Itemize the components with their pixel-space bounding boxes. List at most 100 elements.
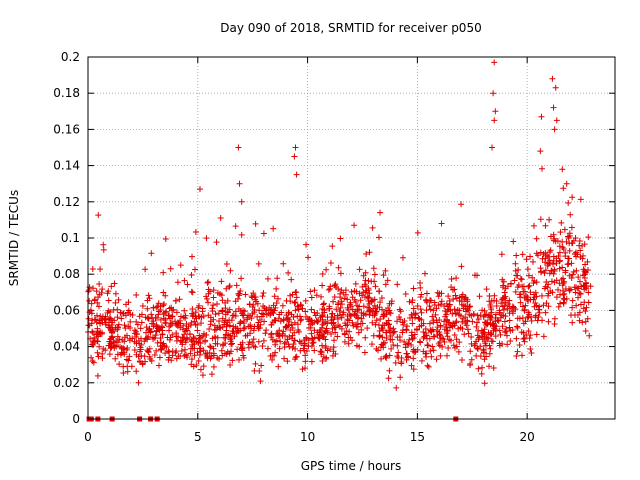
data-point (445, 344, 452, 351)
data-point (577, 196, 584, 203)
data-point (399, 254, 406, 261)
data-point (189, 253, 196, 260)
y-axis-label: SRMTID / TECUs (7, 190, 21, 286)
data-point (524, 294, 531, 301)
data-point (399, 319, 406, 326)
data-point (144, 335, 151, 342)
data-point (188, 361, 195, 368)
data-point (96, 343, 103, 350)
data-point (547, 247, 554, 254)
data-point (580, 282, 587, 289)
data-point (365, 295, 372, 302)
data-point (89, 328, 96, 335)
data-point (411, 331, 418, 338)
data-point (299, 366, 306, 373)
data-point (309, 335, 316, 342)
data-point (114, 339, 121, 346)
data-point (373, 345, 380, 352)
data-point (414, 229, 421, 236)
data-point (256, 324, 263, 331)
data-point (160, 302, 167, 309)
data-point (430, 347, 437, 354)
data-point (376, 332, 383, 339)
data-point (311, 309, 318, 316)
data-point (123, 346, 130, 353)
data-point (438, 290, 445, 297)
data-point (476, 293, 483, 300)
data-point (517, 275, 524, 282)
data-point (502, 313, 509, 320)
data-point (209, 305, 216, 312)
data-point (166, 312, 173, 319)
data-point (361, 349, 368, 356)
data-point (551, 279, 558, 286)
x-axis-label: GPS time / hours (301, 459, 402, 473)
data-point (492, 314, 499, 321)
data-point (168, 357, 175, 364)
data-point (279, 330, 286, 337)
data-point (273, 285, 280, 292)
data-point (539, 255, 546, 262)
data-point (311, 327, 318, 334)
data-point (551, 266, 558, 273)
data-point (275, 363, 282, 370)
data-point (262, 330, 269, 337)
data-point (546, 259, 553, 266)
data-point (165, 347, 172, 354)
data-point (86, 297, 93, 304)
data-point (387, 336, 394, 343)
data-point (293, 294, 300, 301)
data-point (188, 288, 195, 295)
data-point (385, 375, 392, 382)
data-point (566, 272, 573, 279)
data-point (263, 311, 270, 318)
data-point (114, 351, 121, 358)
data-point (485, 335, 492, 342)
data-point (202, 351, 209, 358)
data-point (368, 341, 375, 348)
data-point (228, 341, 235, 348)
data-point (369, 297, 376, 304)
data-point (383, 335, 390, 342)
data-point (545, 253, 552, 260)
data-point (529, 274, 536, 281)
data-point (525, 328, 532, 335)
data-point (360, 289, 367, 296)
data-point (487, 331, 494, 338)
data-point (318, 324, 325, 331)
data-point (428, 297, 435, 304)
data-point (156, 308, 163, 315)
data-point (280, 328, 287, 335)
data-point (85, 315, 92, 322)
data-point (335, 299, 342, 306)
data-point (546, 216, 553, 223)
data-point (496, 309, 503, 316)
data-point (418, 309, 425, 316)
data-point (488, 309, 495, 316)
data-point (412, 310, 419, 317)
data-point (542, 222, 549, 229)
data-point (285, 310, 292, 317)
data-point (545, 292, 552, 299)
data-point (97, 313, 104, 320)
data-point (429, 343, 436, 350)
data-point (94, 372, 101, 379)
data-point (236, 180, 243, 187)
data-point (423, 290, 430, 297)
data-point (160, 289, 167, 296)
data-point (296, 313, 303, 320)
data-point (398, 355, 405, 362)
data-point (100, 241, 107, 248)
data-point (572, 234, 579, 241)
data-point (496, 342, 503, 349)
data-point (263, 306, 270, 313)
y-tick-label: 0.16 (53, 122, 80, 136)
data-point (222, 311, 229, 318)
data-point (143, 329, 150, 336)
data-point (89, 265, 96, 272)
data-point (473, 323, 480, 330)
data-point (464, 326, 471, 333)
data-point (479, 330, 486, 337)
data-point (562, 267, 569, 274)
data-point (212, 311, 219, 318)
